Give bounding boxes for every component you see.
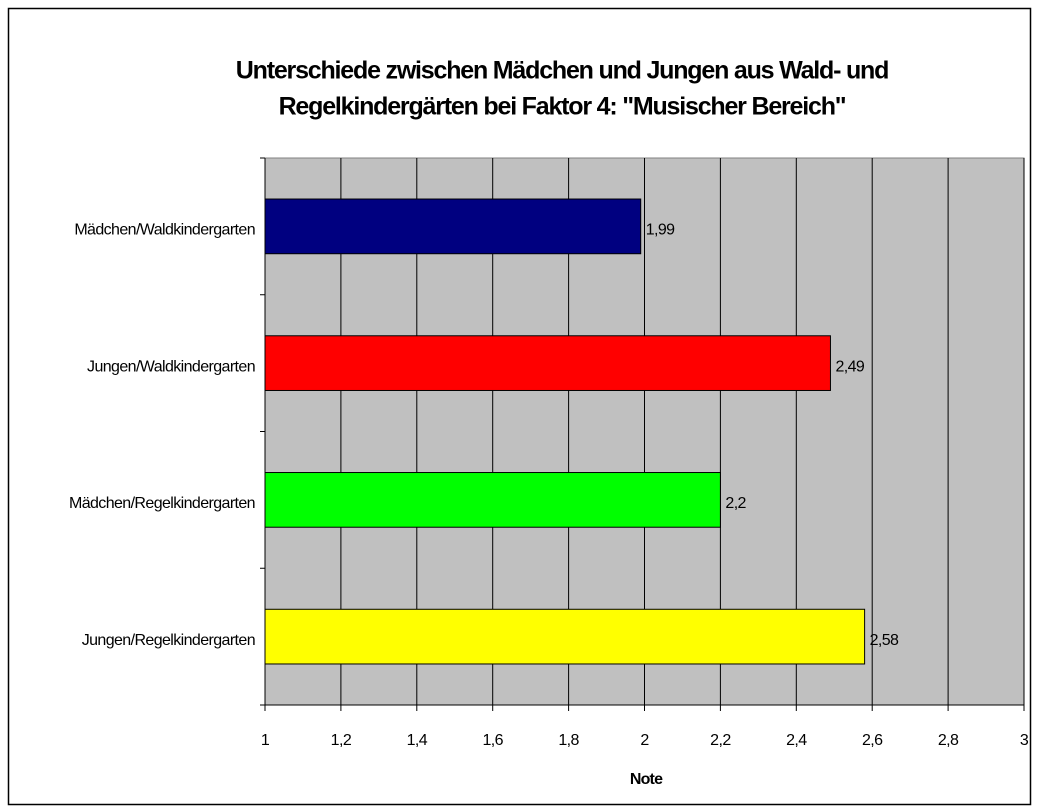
chart-title: Regelkindergärten bei Faktor 4: "Musisch…	[279, 93, 846, 121]
data-label: 1,99	[646, 222, 675, 239]
bar	[264, 335, 831, 391]
x-tick-label: 1,2	[331, 732, 352, 749]
bar	[264, 198, 642, 255]
x-tick-label: 2,2	[710, 732, 731, 749]
x-tick-label: 3	[1020, 732, 1029, 749]
x-tick-label: 2	[640, 732, 649, 749]
bar	[264, 472, 721, 528]
data-label: 2,49	[835, 358, 864, 375]
x-tick-label: 1,6	[482, 732, 503, 749]
x-tick-label: 1,4	[407, 732, 428, 749]
x-tick-label: 1	[261, 732, 270, 749]
x-tick-label: 1,8	[558, 732, 579, 749]
x-tick-label: 2,6	[862, 732, 883, 749]
data-label: 2,58	[870, 632, 899, 649]
chart-title: Unterschiede zwischen Mädchen und Jungen…	[236, 57, 888, 85]
y-tick-label: Mädchen/Waldkindergarten	[74, 222, 255, 239]
y-tick-label: Mädchen/Regelkindergarten	[69, 495, 255, 512]
y-tick-label: Jungen/Regelkindergarten	[82, 632, 255, 649]
data-label: 2,2	[725, 495, 746, 512]
y-tick-label: Jungen/Waldkindergarten	[87, 358, 255, 375]
bar	[264, 608, 866, 665]
x-axis-title: Note	[630, 771, 663, 788]
x-tick-label: 2,8	[938, 732, 959, 749]
x-tick-label: 2,4	[786, 732, 807, 749]
